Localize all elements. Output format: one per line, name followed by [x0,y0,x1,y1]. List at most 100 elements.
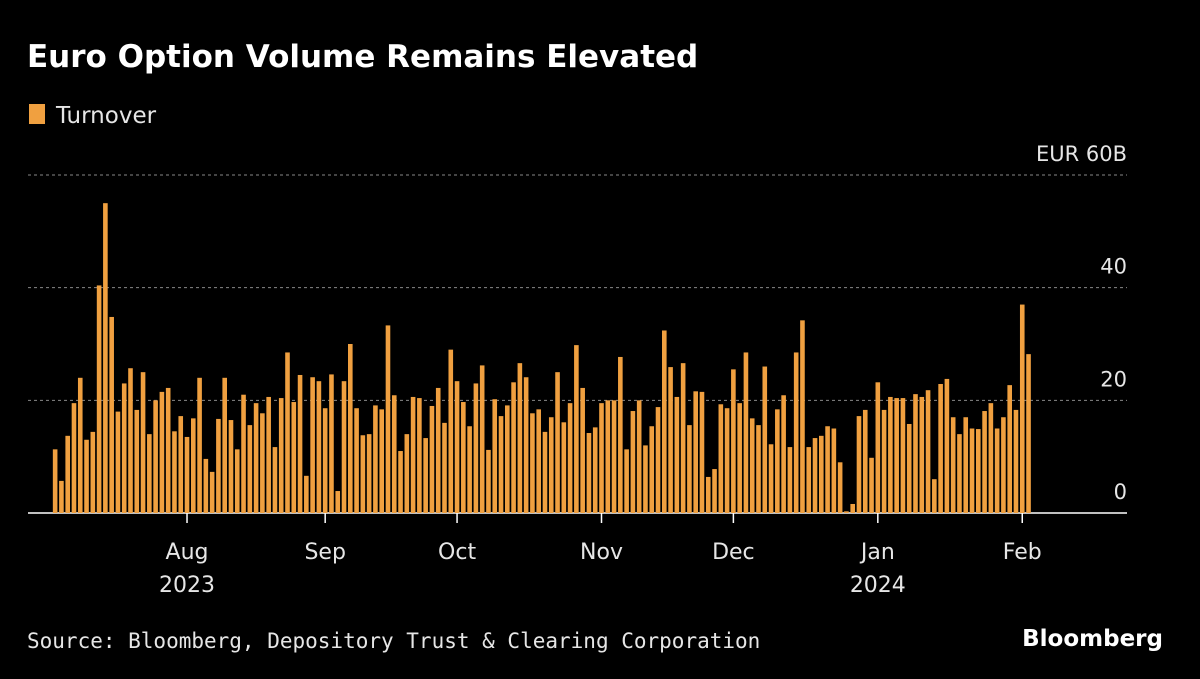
brand: Bloomberg [1022,626,1163,652]
bar [605,400,611,513]
bar [1007,385,1012,513]
bar [467,426,472,513]
x-tick-label: Sep [304,540,345,565]
bar [1001,417,1006,513]
bar [988,403,994,513]
bar [278,398,284,513]
bar [881,409,887,513]
bar [335,491,341,513]
bar [96,285,102,513]
bar [84,439,89,513]
bar [52,449,58,513]
x-tick-label: Jan [859,540,895,565]
bar [454,381,460,513]
bar [718,404,724,513]
bar [272,447,278,513]
bar [768,444,774,513]
bar [775,409,780,513]
bar [812,438,818,513]
bar [674,396,680,513]
bar [121,383,127,513]
bar [913,394,918,513]
bar [492,399,498,513]
bar [473,383,479,513]
bar [592,427,598,513]
bar [241,394,246,513]
bar [234,449,240,513]
bar [486,449,491,513]
bar [957,434,962,513]
bar [523,377,529,513]
bar [373,405,378,513]
bar [925,390,931,513]
bar [209,471,215,513]
bar [856,416,862,513]
bar [869,457,874,513]
x-tick-label: Feb [1003,540,1042,565]
bar [140,372,146,513]
bar [574,345,579,513]
chart-title: Euro Option Volume Remains Elevated [27,39,698,75]
bar [894,398,899,513]
bar [536,409,541,513]
bar [825,426,830,513]
bar [944,378,950,513]
bar [191,418,196,513]
bar [291,402,297,513]
bar [165,387,171,513]
bar [90,431,96,513]
source: Source: Bloomberg, Depository Trust & Cl… [27,629,760,653]
bar [505,405,510,513]
bar [649,426,655,513]
bar [548,417,554,513]
bar [831,428,837,513]
bar [737,403,742,513]
bar [756,425,761,513]
bar [147,434,152,513]
bar [461,402,466,513]
bar [103,203,108,513]
y-tick-label: 0 [1114,480,1127,504]
bar [982,411,987,513]
bar [423,438,428,513]
bar [435,387,441,513]
bar [906,423,912,513]
bar [410,396,416,513]
bar [354,408,359,513]
y-tick-label: 20 [1100,367,1127,391]
bar [310,377,315,513]
bar [800,320,805,513]
bar [618,356,623,513]
x-tick-label: Aug [166,540,209,565]
bar [630,411,636,513]
bar [391,395,397,513]
bar [417,398,422,513]
bar [348,344,353,513]
bar [580,387,585,513]
bar [586,433,592,513]
bar [731,369,736,513]
x-tick-label: Oct [438,540,476,565]
bar [1026,354,1031,513]
bar [555,372,560,513]
bar [322,408,328,513]
bar [448,349,454,513]
bar [668,367,673,513]
y-tick-label: EUR 60B [1036,142,1127,166]
bar [247,425,253,513]
bar [932,479,937,513]
bar [153,400,158,513]
bar [819,435,824,513]
bar [762,366,768,513]
bar [976,429,981,513]
bar [109,316,114,513]
bar [837,462,843,513]
bar [963,417,969,513]
bar [134,409,140,513]
bar [624,449,629,513]
bar [172,431,177,513]
bar [900,398,906,513]
bar [260,413,265,513]
bar [950,417,956,513]
bar [71,403,77,513]
